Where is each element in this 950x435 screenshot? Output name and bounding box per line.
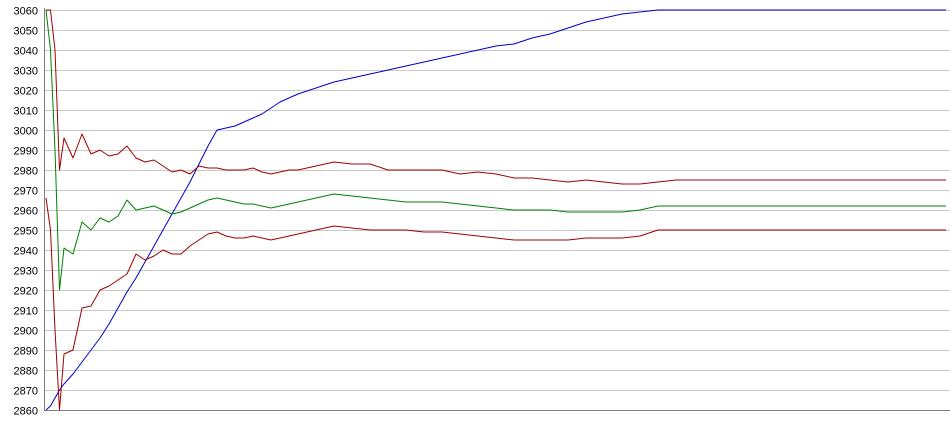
y-tick-label: 2970 [14,186,38,198]
series-line-blue [45,9,946,411]
y-tick-label: 2990 [14,146,38,158]
y-tick-label: 2870 [14,386,38,398]
series-line-green [45,9,946,291]
y-tick-label: 2950 [14,226,38,238]
y-tick-label: 2980 [14,166,38,178]
y-tick-label: 2920 [14,286,38,298]
grid-lines [44,10,950,411]
y-tick-label: 3020 [14,86,38,98]
series-line-upper-red [46,9,946,185]
y-tick-label: 3010 [14,106,38,118]
y-tick-label: 2960 [14,206,38,218]
y-tick-label: 2890 [14,346,38,358]
y-tick-label: 3060 [14,6,38,18]
y-tick-label: 2940 [14,246,38,258]
series-line-lower-red [45,197,946,411]
series-lines [45,9,946,411]
y-tick-label: 3040 [14,46,38,58]
y-tick-labels: 2860 2870 2880 2890 2900 2910 2920 2930 2940 2950… [14,6,38,418]
y-tick-label: 2860 [14,406,38,418]
y-tick-label: 2880 [14,366,38,378]
y-tick-label: 3050 [14,26,38,38]
y-tick-label: 2900 [14,326,38,338]
axes [44,8,950,411]
y-tick-label: 2910 [14,306,38,318]
y-tick-label: 2930 [14,266,38,278]
y-tick-label: 3000 [14,126,38,138]
y-tick-label: 3030 [14,66,38,78]
